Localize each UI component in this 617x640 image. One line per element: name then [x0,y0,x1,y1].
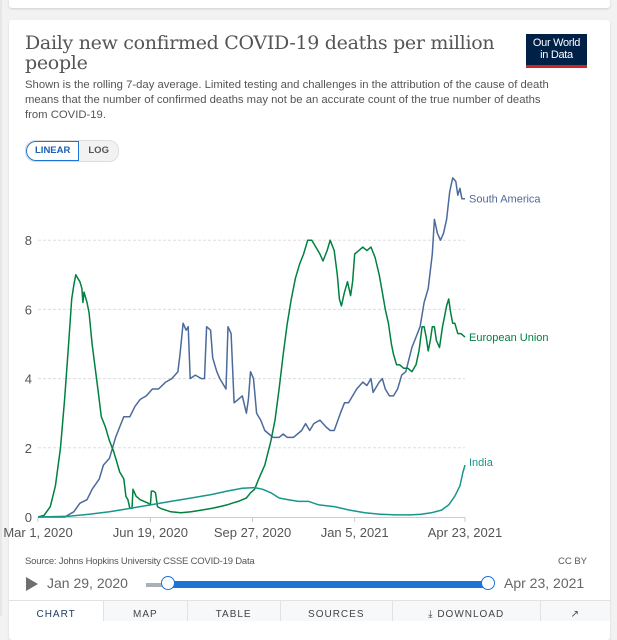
x-tick-label: Jun 19, 2020 [113,525,188,540]
chart-title: Daily new confirmed COVID-19 deaths per … [25,32,495,74]
series-line-south-america [38,177,465,518]
series-line-european-union [37,239,466,518]
logo-bar [526,65,587,68]
x-tick-label: Apr 23, 2021 [428,525,502,540]
series-line-india [37,464,466,518]
tab-chart[interactable]: CHART [9,601,104,621]
tab-table[interactable]: TABLE [186,601,280,621]
y-tick-label: 6 [25,302,32,317]
chart-tabs: CHART MAP TABLE SOURCES ⤓ DOWNLOAD ↗ [9,600,610,621]
x-tick-label: Mar 1, 2020 [3,525,72,540]
timeline-selected-range[interactable] [168,581,488,588]
timeline-end-handle[interactable] [481,576,495,590]
log-scale-button[interactable]: LOG [79,141,118,161]
timeline-start-handle[interactable] [161,576,175,590]
tab-sources[interactable]: SOURCES [279,601,392,621]
series-label-european-union: European Union [469,332,549,344]
linear-scale-button[interactable]: LINEAR [26,141,80,161]
timeline: Jan 29, 2020 Apr 23, 2021 [0,572,617,596]
scale-toggle: LINEAR LOG [25,140,119,162]
tab-share[interactable]: ↗ [539,601,610,621]
chart-subtitle: Shown is the rolling 7-day average. Limi… [25,79,549,121]
x-axis: Mar 1, 2020 Jun 19, 2020 Sep 27, 2020 Jan 5… [3,517,502,540]
series-lines [37,177,466,518]
line-chart: 0 2 4 6 8 Mar 1, 2020 Jun 19, 2020 Sep 27, 202… [3,177,549,540]
y-tick-label: 0 [25,510,32,525]
series-label-south-america: South America [469,194,541,206]
share-icon: ↗ [570,609,580,620]
series-label-india: India [469,457,494,469]
previous-card [9,0,610,8]
chart-card [9,20,610,640]
tab-download[interactable]: ⤓ DOWNLOAD [391,601,540,621]
logo-line-1: Our World [532,37,581,49]
license-link[interactable]: CC BY [557,556,587,567]
timeline-end-date: Apr 23, 2021 [504,575,585,591]
x-tick-label: Jan 5, 2021 [321,525,389,540]
grid-lines [38,239,465,449]
source-note[interactable]: Source: Johns Hopkins University CSSE CO… [25,556,255,567]
x-tick-label: Sep 27, 2020 [214,525,291,540]
series-labels: South America European Union India [469,194,549,469]
y-axis-ticks: 0 2 4 6 8 [25,233,32,525]
timeline-start-date: Jan 29, 2020 [47,575,128,591]
y-tick-label: 8 [25,233,32,248]
play-icon[interactable] [26,577,38,591]
page-edge [0,0,2,616]
owid-logo[interactable]: Our World in Data [526,34,587,68]
tab-download-label: DOWNLOAD [437,609,505,620]
logo-line-2: in Data [540,49,573,61]
tab-map[interactable]: MAP [103,601,187,621]
y-tick-label: 2 [25,441,32,456]
y-tick-label: 4 [25,372,32,387]
timeline-track[interactable] [146,583,166,587]
download-icon: ⤓ [428,609,438,620]
